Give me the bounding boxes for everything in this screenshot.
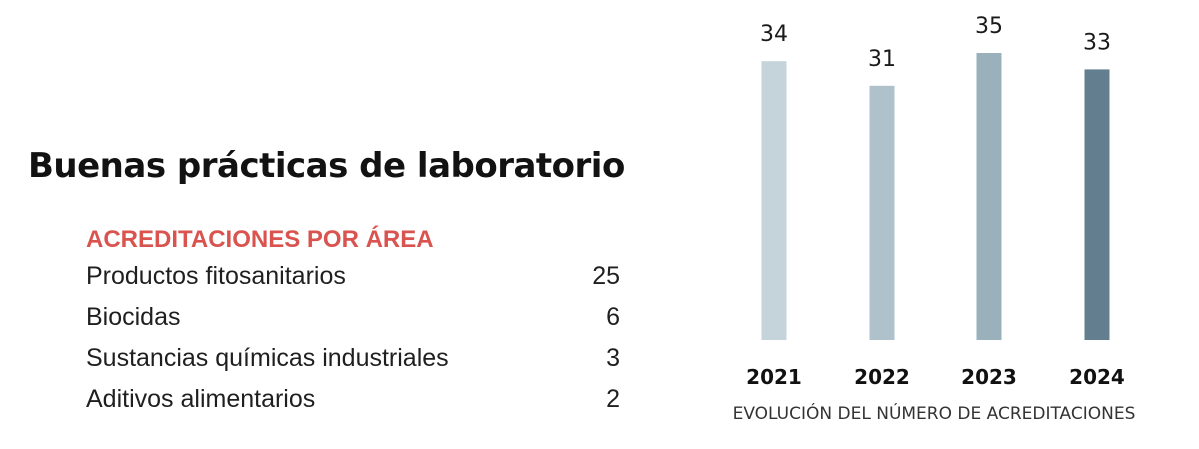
area-count: 3 (606, 344, 620, 372)
area-count: 6 (606, 303, 620, 331)
bar-value-label: 31 (868, 47, 896, 72)
category-label: 2024 (1069, 365, 1125, 389)
area-row-aditivos: Aditivos alimentarios 2 (86, 385, 620, 426)
bar-value-label: 33 (1083, 30, 1111, 55)
bar-value-label: 35 (975, 14, 1003, 39)
bar-2021 (761, 61, 787, 340)
area-row-sustancias: Sustancias químicas industriales 3 (86, 344, 620, 385)
page-title: Buenas prácticas de laboratorio (28, 146, 625, 186)
area-label: Aditivos alimentarios (86, 385, 316, 413)
category-label: 2021 (746, 365, 802, 389)
area-count: 2 (606, 385, 620, 413)
category-label: 2022 (854, 365, 910, 389)
area-label: Biocidas (86, 303, 181, 331)
chart-caption: EVOLUCIÓN DEL NÚMERO DE ACREDITACIONES (733, 402, 1136, 424)
areas-section: ACREDITACIONES POR ÁREA Productos fitosa… (86, 226, 620, 426)
area-row-fitosanitarios: Productos fitosanitarios 25 (86, 262, 620, 303)
areas-heading: ACREDITACIONES POR ÁREA (86, 226, 434, 253)
area-label: Productos fitosanitarios (86, 262, 346, 290)
bar-2024 (1084, 69, 1110, 341)
bar-value-label: 34 (760, 22, 788, 47)
bar-2022 (869, 85, 895, 340)
category-label: 2023 (961, 365, 1017, 389)
area-count: 25 (592, 262, 620, 290)
area-label: Sustancias químicas industriales (86, 344, 449, 372)
bar-2023 (976, 53, 1002, 340)
area-row-biocidas: Biocidas 6 (86, 303, 620, 344)
